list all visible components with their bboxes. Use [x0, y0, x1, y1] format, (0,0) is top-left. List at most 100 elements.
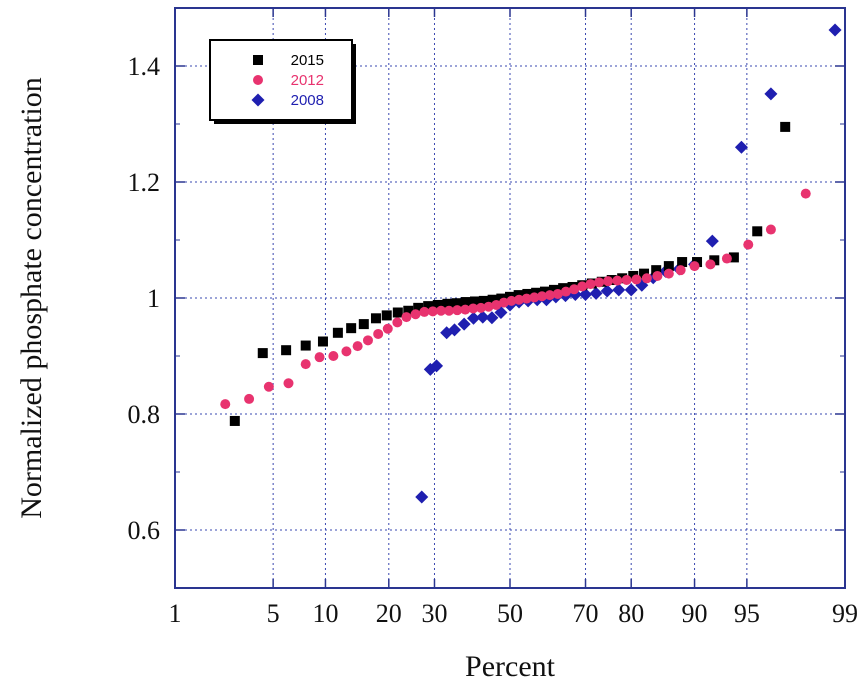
data-point-2012: [652, 270, 663, 281]
data-point-2015: [413, 302, 424, 313]
data-point-2012: [444, 305, 455, 316]
data-point-2012: [585, 279, 596, 290]
data-point-2008: [612, 283, 626, 297]
x-tick-label: 30: [421, 599, 447, 628]
data-point-2015: [229, 415, 240, 426]
data-point-2015: [300, 340, 311, 351]
data-point-2015: [639, 268, 650, 279]
data-point-2015: [451, 298, 462, 309]
data-point-2015: [392, 307, 403, 318]
data-point-2008: [589, 286, 603, 300]
data-point-2015: [442, 298, 453, 309]
data-point-2012: [401, 312, 412, 323]
legend-marker-2012: [253, 75, 263, 85]
data-point-2015: [346, 323, 357, 334]
data-point-2012: [362, 335, 373, 346]
data-point-2012: [594, 277, 605, 288]
data-point-2008: [448, 323, 462, 337]
data-point-2015: [478, 295, 489, 306]
data-point-2012: [560, 286, 571, 297]
data-point-2012: [475, 302, 486, 313]
x-tick-label: 90: [682, 599, 708, 628]
data-point-2015: [257, 348, 268, 359]
data-point-2008: [600, 284, 614, 298]
data-point-2015: [728, 252, 739, 263]
data-point-2012: [452, 305, 463, 316]
data-point-2015: [317, 336, 328, 347]
data-point-2012: [328, 351, 339, 361]
data-point-2012: [577, 281, 588, 292]
legend-label-2015: 2015: [291, 52, 324, 69]
data-point-2008: [485, 311, 499, 325]
data-point-2012: [506, 295, 517, 306]
y-tick-label: 1: [147, 284, 160, 313]
data-point-2012: [800, 188, 811, 199]
data-point-2012: [300, 359, 311, 370]
series-2012: [220, 188, 811, 410]
data-point-2008: [764, 87, 778, 101]
data-point-2015: [487, 294, 498, 305]
data-point-2008: [430, 359, 444, 373]
data-point-2012: [244, 393, 255, 404]
data-point-2012: [675, 265, 686, 276]
x-tick-label: 5: [267, 599, 280, 628]
data-point-2008: [457, 317, 471, 331]
data-point-2015: [403, 305, 414, 316]
data-point-2008: [828, 23, 842, 37]
data-point-2012: [373, 328, 384, 339]
legend-label-2008: 2008: [291, 92, 324, 109]
data-point-2015: [539, 286, 550, 297]
data-point-2015: [381, 310, 392, 321]
data-point-2012: [529, 292, 540, 303]
data-point-2008: [705, 234, 719, 248]
x-tick-label: 50: [497, 599, 523, 628]
data-point-2012: [491, 299, 502, 310]
data-point-2008: [467, 311, 481, 325]
data-point-2012: [603, 276, 614, 287]
y-tick-label: 1.4: [128, 52, 161, 81]
axis-ticks: [174, 7, 846, 589]
y-axis-title: Normalized phosphate concentration: [15, 77, 48, 519]
data-point-2012: [410, 309, 421, 320]
x-tick-label: 80: [618, 599, 644, 628]
data-point-2015: [461, 297, 472, 308]
data-point-2012: [460, 304, 471, 315]
x-axis-title: Percent: [465, 650, 556, 683]
data-point-2012: [569, 284, 580, 295]
data-point-2015: [548, 284, 559, 295]
x-tick-label: 95: [734, 599, 760, 628]
data-point-2012: [382, 323, 393, 334]
data-point-2012: [621, 275, 632, 286]
data-point-2015: [432, 299, 443, 310]
data-point-2012: [341, 346, 352, 357]
data-point-2012: [641, 273, 652, 284]
data-point-2012: [705, 259, 716, 270]
data-point-2012: [483, 301, 494, 312]
data-point-2012: [427, 306, 438, 317]
data-point-2012: [419, 306, 430, 317]
x-tick-label: 20: [376, 599, 402, 628]
data-point-2012: [552, 288, 563, 299]
data-point-2012: [631, 274, 642, 285]
data-point-2012: [514, 294, 525, 305]
legend-box: [209, 39, 353, 121]
x-tick-label: 99: [832, 599, 858, 628]
series-2008: [415, 23, 842, 504]
x-tick-labels: 1 5 10 20 30 50 70 80 90 95 99: [169, 599, 859, 628]
legend-marker-2015: [253, 55, 263, 65]
data-point-2012: [689, 261, 700, 272]
data-point-2015: [423, 301, 434, 312]
data-point-2008: [415, 490, 429, 504]
data-point-2012: [765, 224, 776, 235]
data-point-2008: [476, 310, 490, 324]
legend: 2015 2012 2008: [209, 39, 356, 124]
data-point-2012: [436, 305, 447, 316]
data-point-2012: [283, 378, 294, 389]
data-point-2015: [358, 319, 369, 330]
data-point-2012: [498, 297, 509, 308]
data-point-2012: [392, 317, 403, 328]
y-tick-label: 1.2: [128, 168, 161, 197]
y-tick-label: 0.6: [128, 516, 161, 545]
legend-label-2012: 2012: [291, 72, 324, 89]
